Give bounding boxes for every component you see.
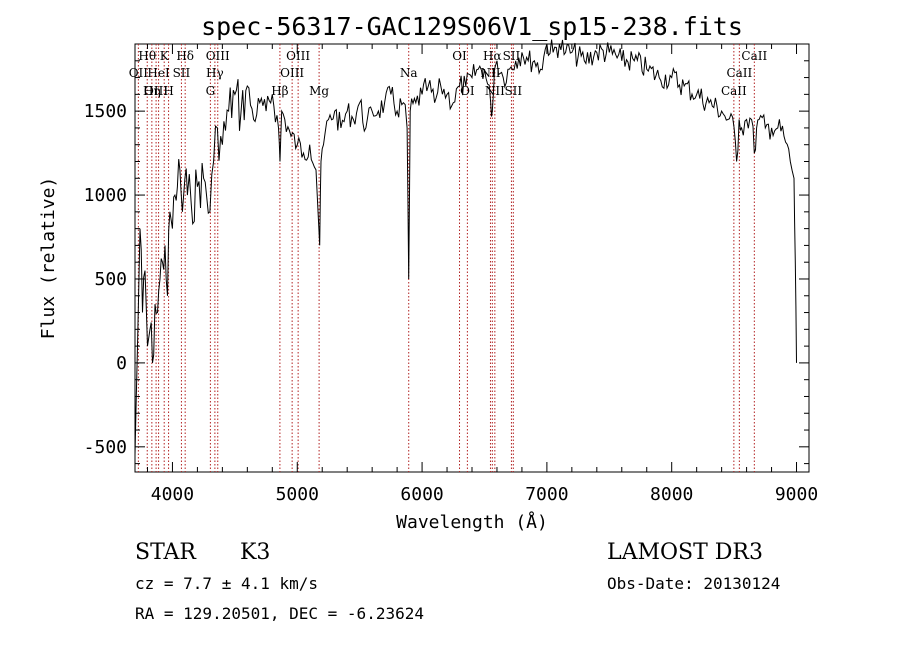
obs-date-text: Obs-Date: 20130124 (607, 574, 780, 593)
spectral-line-label: Hθ (138, 49, 156, 63)
x-axis-label: Wavelength (Å) (396, 511, 548, 533)
spectral-line-label: Hα (483, 49, 502, 63)
spectral-line-label: OI (460, 84, 475, 98)
spectral-subclass: K3 (240, 540, 270, 565)
spectral-line-label: SII (503, 49, 521, 63)
spectral-line-label: SII (504, 84, 522, 98)
spectral-line-label: CaII (726, 66, 752, 80)
x-tick-label: 4000 (151, 484, 194, 505)
spectral-line-label: OIII (280, 66, 304, 80)
spectral-line-label: NII (485, 84, 505, 98)
spectral-line-label: K (160, 49, 170, 63)
chart-title: spec-56317-GAC129S06V1_sp15-238.fits (201, 12, 743, 41)
x-tick-label: 7000 (525, 484, 568, 505)
spectral-line-label: OII (129, 66, 149, 80)
spectral-line-label: Mg (309, 84, 329, 98)
spectral-line-label: G (206, 84, 216, 98)
spectral-line-label: SII (173, 66, 191, 80)
x-tick-label: 6000 (400, 484, 443, 505)
y-tick-label: 1000 (84, 185, 127, 206)
spectral-line-label: Hδ (176, 49, 194, 63)
spectral-line-label: CaII (741, 49, 767, 63)
spectral-line-label: OIII (206, 49, 230, 63)
y-tick-label: 0 (116, 353, 127, 374)
plot-frame (134, 43, 810, 473)
spectral-line-label: HeI (147, 66, 170, 80)
spectral-line-label: CaII (721, 84, 747, 98)
spectrum-line (134, 39, 797, 456)
spectral-line-label: Hγ (206, 66, 224, 80)
spectral-line-label: Hη (143, 84, 161, 98)
y-axis-label: Flux (relative) (38, 177, 59, 340)
y-tick-label: 1500 (84, 101, 127, 122)
y-axis: -500 0 500 1000 1500 (84, 60, 809, 465)
spectral-line-label: Na (400, 66, 418, 80)
spectral-line-label: H (163, 84, 173, 98)
coordinates-text: RA = 129.20501, DEC = -6.23624 (135, 604, 424, 623)
redshift-text: cz = 7.7 ± 4.1 km/s (135, 574, 318, 593)
spectral-line-label: OIII (286, 49, 310, 63)
spectral-line-label: Hβ (271, 84, 288, 98)
y-tick-label: 500 (94, 269, 127, 290)
object-type: STAR (135, 540, 197, 565)
spectral-line-label: OI (452, 49, 467, 63)
x-tick-label: 9000 (775, 484, 818, 505)
x-tick-label: 8000 (650, 484, 693, 505)
survey-name: LAMOST DR3 (607, 540, 763, 565)
spectral-line-label: OIII (144, 84, 168, 98)
x-tick-label: 5000 (276, 484, 319, 505)
x-axis: 4000 5000 6000 7000 8000 9000 (146, 44, 818, 505)
y-tick-label: -500 (84, 437, 127, 458)
